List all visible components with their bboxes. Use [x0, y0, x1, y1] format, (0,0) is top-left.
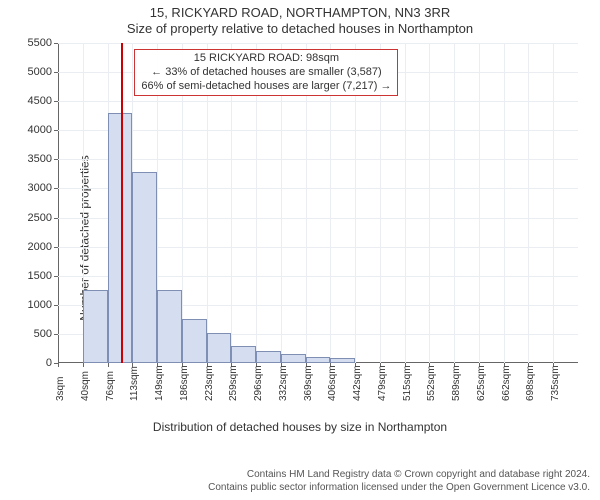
x-tick-label: 332sqm — [278, 365, 289, 401]
histogram-bar — [306, 357, 331, 363]
gridline-v — [479, 43, 480, 363]
gridline-v — [405, 43, 406, 363]
annotation-line3: 66% of semi-detached houses are larger (… — [141, 80, 391, 94]
y-tick-label: 5500 — [28, 37, 52, 49]
gridline-v — [429, 43, 430, 363]
y-tick-label: 3000 — [28, 182, 52, 194]
histogram-bar — [231, 346, 256, 363]
y-axis-line — [58, 43, 59, 363]
histogram-bar — [182, 319, 207, 363]
x-tick-label: 515sqm — [402, 365, 413, 401]
chart-title-line2: Size of property relative to detached ho… — [0, 20, 600, 38]
footer-line2: Contains public sector information licen… — [208, 482, 590, 495]
x-tick-label: 76sqm — [105, 371, 116, 401]
y-tick-label: 1500 — [28, 270, 52, 282]
y-tick-mark — [54, 72, 58, 73]
x-tick-label: 698sqm — [525, 365, 536, 401]
gridline-h — [58, 101, 578, 102]
histogram-bar — [132, 172, 157, 363]
y-tick-mark — [54, 101, 58, 102]
gridline-h — [58, 43, 578, 44]
histogram-bar — [83, 290, 108, 363]
x-tick-label: 223sqm — [204, 365, 215, 401]
x-tick-mark — [58, 363, 59, 367]
x-tick-label: 662sqm — [501, 365, 512, 401]
x-tick-mark — [108, 363, 109, 367]
x-tick-mark — [83, 363, 84, 367]
x-tick-label: 442sqm — [352, 365, 363, 401]
x-tick-label: 3sqm — [55, 377, 66, 401]
gridline-v — [528, 43, 529, 363]
x-tick-label: 369sqm — [303, 365, 314, 401]
marker-line — [121, 43, 123, 363]
annotation-line2: ← 33% of detached houses are smaller (3,… — [141, 66, 391, 80]
y-tick-mark — [54, 276, 58, 277]
y-tick-mark — [54, 188, 58, 189]
y-tick-label: 500 — [34, 328, 52, 340]
y-tick-label: 1000 — [28, 299, 52, 311]
histogram-bar — [256, 351, 281, 363]
x-tick-label: 149sqm — [154, 365, 165, 401]
y-tick-mark — [54, 130, 58, 131]
x-tick-label: 735sqm — [550, 365, 561, 401]
annotation-box: 15 RICKYARD ROAD: 98sqm← 33% of detached… — [134, 49, 398, 96]
x-tick-label: 625sqm — [476, 365, 487, 401]
y-tick-mark — [54, 247, 58, 248]
y-tick-mark — [54, 43, 58, 44]
gridline-v — [553, 43, 554, 363]
x-tick-label: 406sqm — [327, 365, 338, 401]
footer-line1: Contains HM Land Registry data © Crown c… — [208, 469, 590, 482]
y-tick-label: 2500 — [28, 212, 52, 224]
gridline-v — [454, 43, 455, 363]
y-tick-label: 0 — [46, 357, 52, 369]
chart-area: Number of detached properties 0500100015… — [0, 38, 600, 438]
x-tick-label: 552sqm — [426, 365, 437, 401]
gridline-v — [504, 43, 505, 363]
histogram-bar — [281, 354, 306, 363]
x-tick-label: 186sqm — [179, 365, 190, 401]
y-tick-label: 5000 — [28, 66, 52, 78]
y-tick-label: 4500 — [28, 95, 52, 107]
x-tick-label: 589sqm — [451, 365, 462, 401]
histogram-bar — [157, 290, 182, 363]
y-tick-mark — [54, 218, 58, 219]
x-tick-label: 259sqm — [228, 365, 239, 401]
histogram-bar — [108, 113, 133, 363]
x-axis-label: Distribution of detached houses by size … — [0, 420, 600, 434]
histogram-bar — [330, 358, 355, 363]
chart-title-line1: 15, RICKYARD ROAD, NORTHAMPTON, NN3 3RR — [0, 0, 600, 20]
chart-container: 15, RICKYARD ROAD, NORTHAMPTON, NN3 3RR … — [0, 0, 600, 500]
x-tick-label: 479sqm — [377, 365, 388, 401]
annotation-line1: 15 RICKYARD ROAD: 98sqm — [141, 52, 391, 66]
y-tick-mark — [54, 159, 58, 160]
y-tick-mark — [54, 334, 58, 335]
y-tick-label: 4000 — [28, 124, 52, 136]
y-tick-label: 2000 — [28, 241, 52, 253]
y-tick-mark — [54, 305, 58, 306]
footer-attribution: Contains HM Land Registry data © Crown c… — [208, 469, 590, 494]
x-tick-label: 296sqm — [253, 365, 264, 401]
x-tick-label: 113sqm — [129, 366, 140, 401]
gridline-h — [58, 159, 578, 160]
plot-region: 0500100015002000250030003500400045005000… — [58, 43, 578, 363]
histogram-bar — [207, 333, 232, 363]
gridline-h — [58, 130, 578, 131]
x-tick-label: 40sqm — [80, 371, 91, 401]
y-tick-label: 3500 — [28, 153, 52, 165]
